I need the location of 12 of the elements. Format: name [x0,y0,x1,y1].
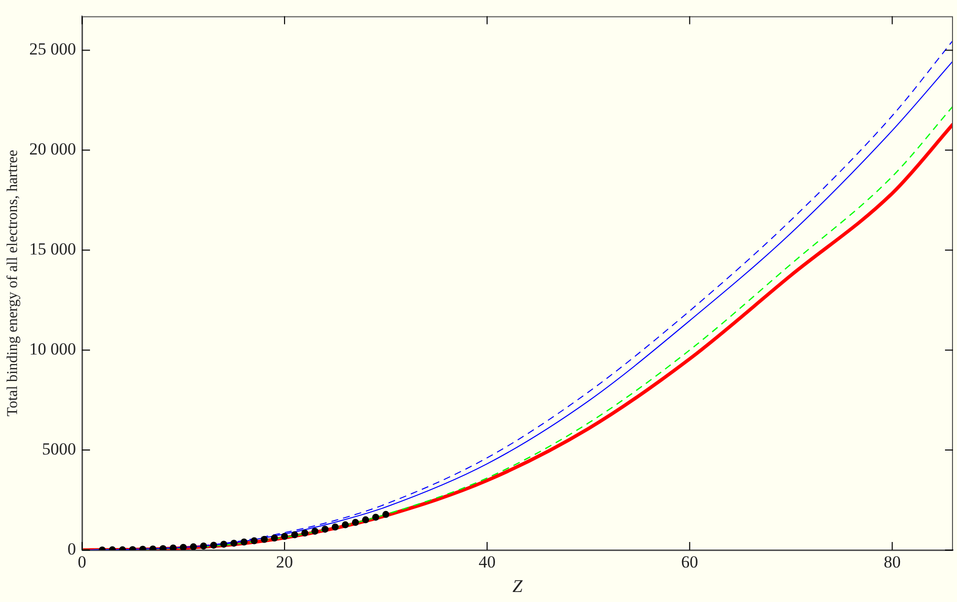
y-tick-label: 20 000 [29,140,76,159]
y-tick-label: 15 000 [29,240,76,259]
x-tick-label: 40 [478,552,496,572]
x-tick-label: 80 [884,552,901,572]
y-tick-label: 0 [68,539,76,558]
x-tick-label: 20 [276,552,294,572]
x-axis-title: Z [512,576,524,596]
y-tick-label: 10 000 [29,340,76,359]
y-tick-label: 25 000 [29,40,76,59]
y-tick-label: 5000 [42,440,76,459]
y-axis-title: Total binding energy of all electrons, hartree [4,150,21,416]
x-tick-label: 60 [681,552,698,572]
